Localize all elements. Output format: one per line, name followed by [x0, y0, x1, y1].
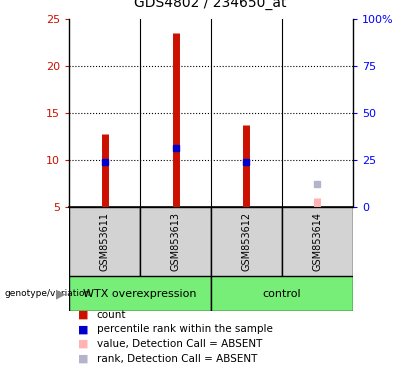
Bar	[140, 207, 211, 276]
Text: ■: ■	[78, 324, 88, 334]
Bar	[282, 207, 353, 276]
Text: control: control	[262, 289, 301, 299]
Text: ■: ■	[78, 354, 88, 364]
Text: rank, Detection Call = ABSENT: rank, Detection Call = ABSENT	[97, 354, 257, 364]
Bar	[69, 207, 140, 276]
Text: percentile rank within the sample: percentile rank within the sample	[97, 324, 273, 334]
Text: count: count	[97, 310, 126, 320]
Text: GSM853611: GSM853611	[100, 212, 110, 271]
Text: ▶: ▶	[55, 287, 65, 300]
Text: GSM853614: GSM853614	[312, 212, 323, 271]
Text: WTX overexpression: WTX overexpression	[84, 289, 197, 299]
Text: GDS4802 / 234650_at: GDS4802 / 234650_at	[134, 0, 286, 10]
Text: value, Detection Call = ABSENT: value, Detection Call = ABSENT	[97, 339, 262, 349]
Bar	[69, 276, 211, 311]
Text: ■: ■	[78, 339, 88, 349]
Text: genotype/variation: genotype/variation	[4, 289, 90, 298]
Text: GSM853612: GSM853612	[241, 212, 252, 271]
Text: ■: ■	[78, 310, 88, 320]
Bar	[211, 207, 282, 276]
Text: GSM853613: GSM853613	[171, 212, 181, 271]
Bar	[211, 276, 353, 311]
